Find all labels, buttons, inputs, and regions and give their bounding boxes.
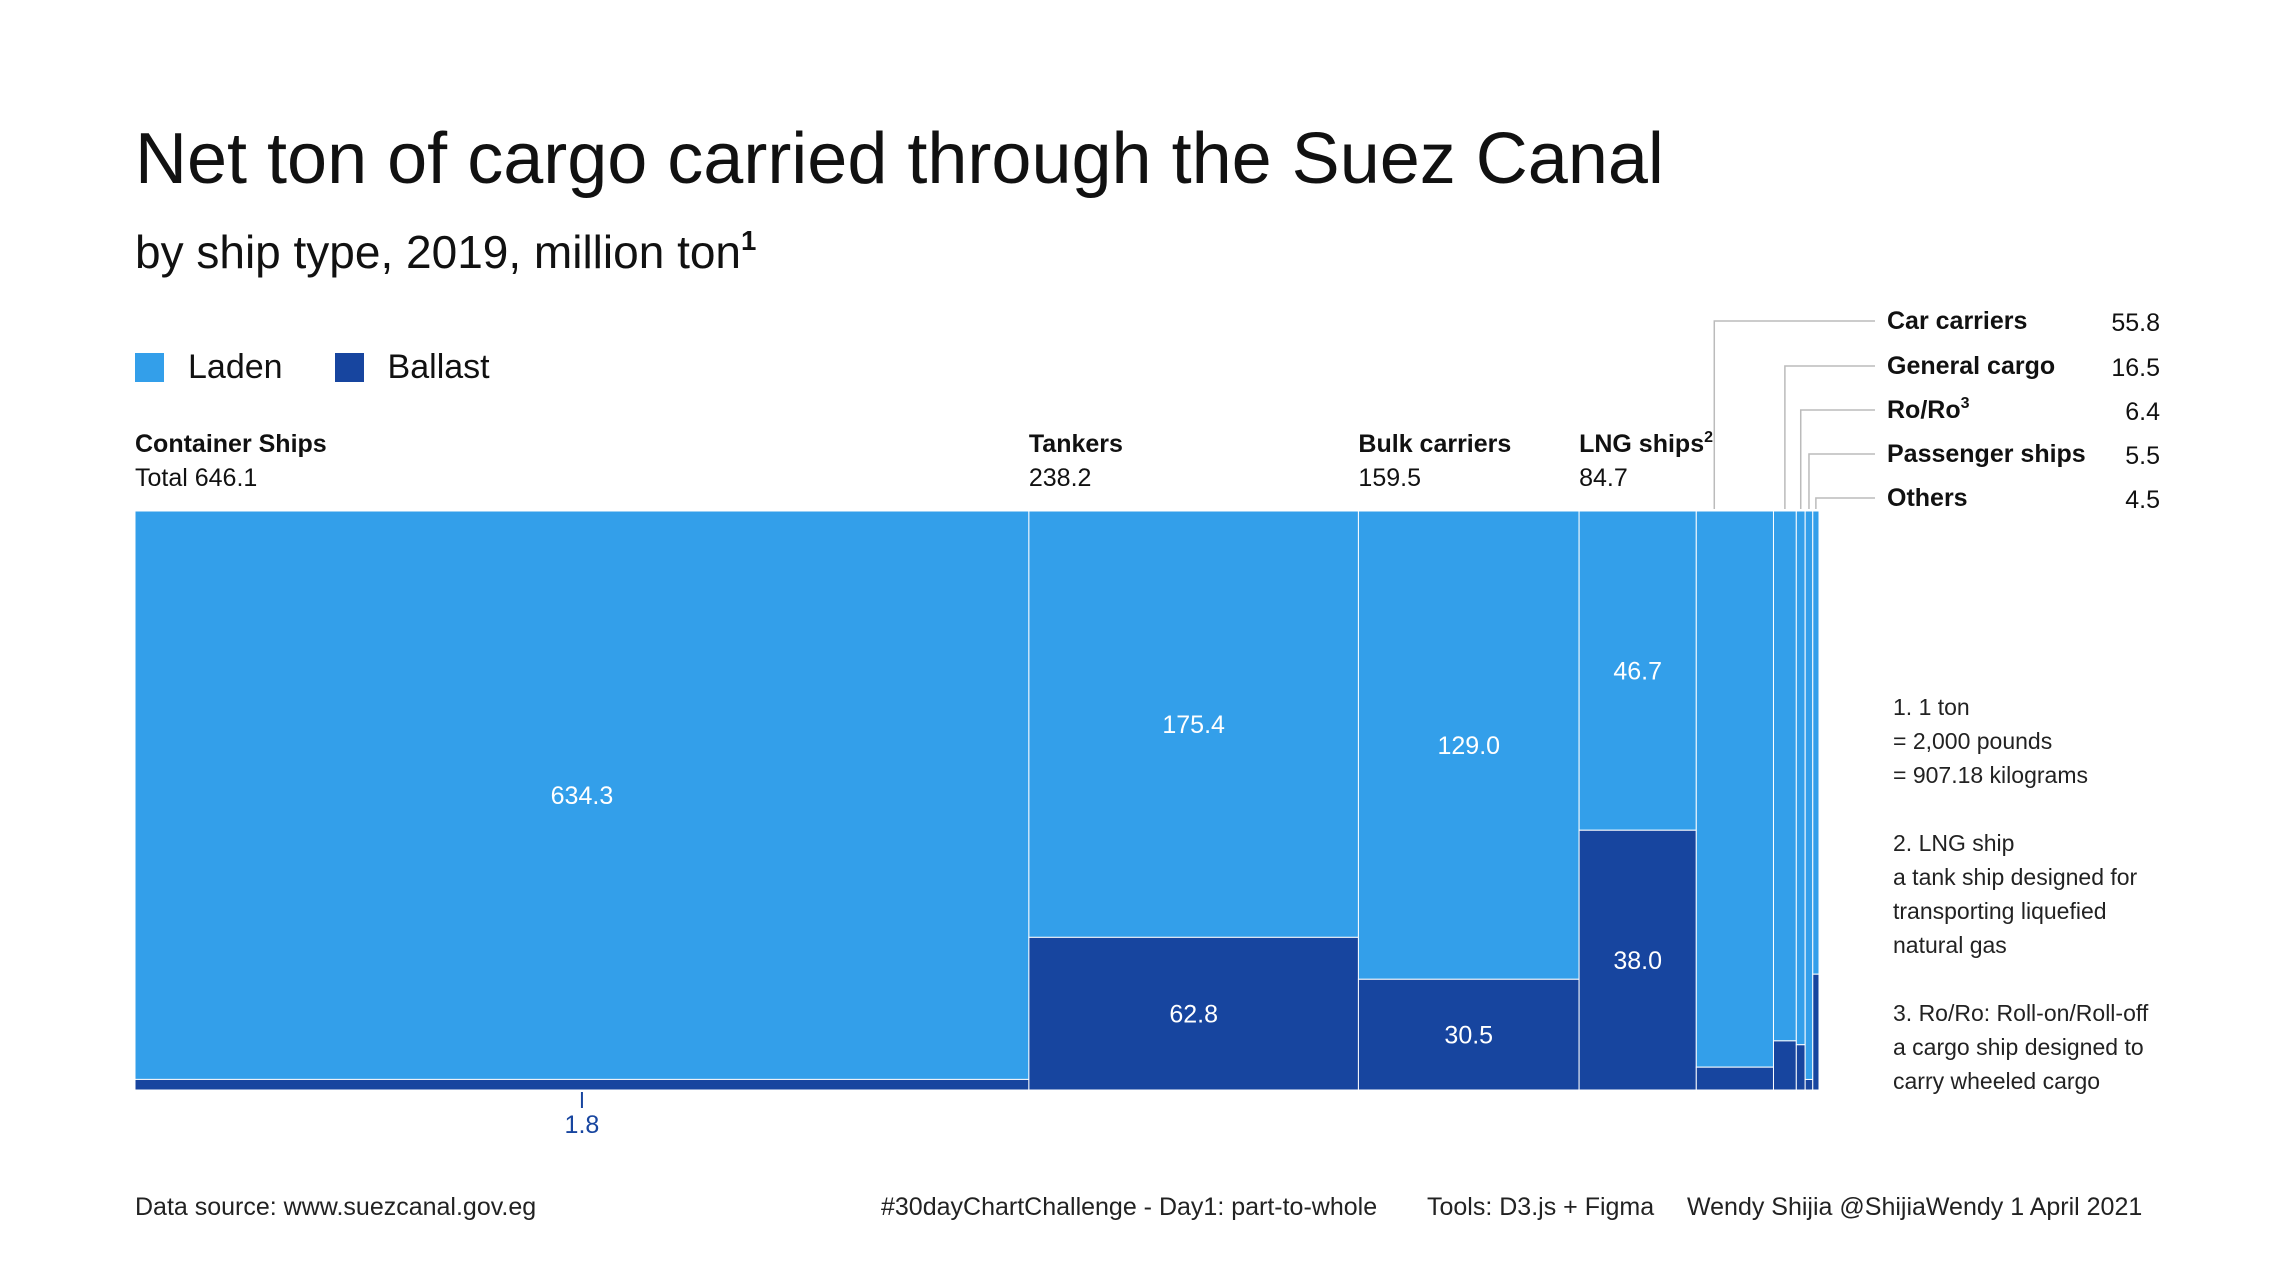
bar-laden-car-carriers — [1695, 510, 1774, 1068]
legend-swatch-laden — [135, 353, 164, 382]
category-name-container-ships: Container Ships — [135, 430, 327, 458]
footnote-1-line-1: = 2,000 pounds — [1893, 728, 2053, 754]
chart-subtitle: by ship type, 2019, million ton1 — [135, 225, 756, 279]
value-label-ballast-tankers: 62.8 — [1169, 1001, 1218, 1029]
footnote-2-line-3: natural gas — [1893, 932, 2007, 958]
bar-ballast-tankers — [1028, 936, 1359, 1091]
category-total-car-carriers: 55.8 — [2111, 309, 2160, 337]
leader-line-general-cargo — [1784, 365, 1875, 509]
footnote-2-heading: 2. LNG ship — [1893, 830, 2015, 856]
footnote-1-heading: 1. 1 ton — [1893, 694, 1970, 720]
footnote-1-line-2: = 907.18 kilograms — [1893, 762, 2088, 788]
legend-swatch-ballast — [334, 353, 364, 382]
category-total-ro-ro: 6.4 — [2125, 398, 2160, 426]
subtitle-text: by ship type, 2019, million ton — [135, 226, 742, 278]
category-total-lng-ships: 84.7 — [1579, 464, 1628, 492]
leader-line-car-carriers — [1713, 320, 1875, 509]
category-name-lng-ships: LNG ships2 — [1579, 429, 1713, 458]
value-label-ballast-bulk-carriers: 30.5 — [1444, 1022, 1493, 1050]
value-label-laden-lng-ships: 46.7 — [1613, 658, 1662, 686]
category-name-passenger-ships: Passenger ships — [1887, 440, 2086, 468]
bar-ballast-lng-ships — [1578, 829, 1697, 1091]
category-total-passenger-ships: 5.5 — [2125, 442, 2160, 470]
leader-line-ro-ro — [1799, 409, 1875, 509]
footnote-2-line-2: transporting liquefied — [1893, 898, 2107, 924]
legend-label-laden: Laden — [188, 348, 283, 386]
footer-source: Data source: www.suezcanal.gov.eg — [135, 1193, 537, 1221]
category-name-bulk-carriers: Bulk carriers — [1358, 430, 1511, 458]
bar-ballast-others — [1812, 973, 1820, 1091]
category-name-car-carriers: Car carriers — [1887, 307, 2027, 335]
bar-laden-others — [1812, 510, 1820, 975]
footnote-3-line-1: a cargo ship designed to — [1893, 1034, 2144, 1060]
chart-title: Net ton of cargo carried through the Sue… — [135, 119, 1664, 199]
category-total-tankers: 238.2 — [1029, 464, 1092, 492]
category-total-bulk-carriers: 159.5 — [1358, 464, 1421, 492]
category-total-general-cargo: 16.5 — [2111, 354, 2160, 382]
category-name-general-cargo: General cargo — [1887, 352, 2055, 380]
bar-ballast-container-ships — [134, 1078, 1030, 1091]
bar-laden-container-ships — [134, 510, 1030, 1080]
category-total-others: 4.5 — [2125, 486, 2160, 514]
bar-laden-general-cargo — [1772, 510, 1797, 1042]
value-label-laden-container-ships: 634.3 — [551, 782, 614, 810]
footer-challenge: #30dayChartChallenge - Day1: part-to-who… — [881, 1193, 1378, 1221]
footer-tools: Tools: D3.js + Figma — [1427, 1193, 1655, 1221]
bar-ballast-car-carriers — [1695, 1066, 1774, 1091]
legend-item-laden: Laden — [135, 348, 283, 387]
value-label-ballast-lng-ships: 38.0 — [1613, 947, 1662, 975]
bar-ballast-passenger-ships — [1804, 1078, 1814, 1091]
leader-line-passenger-ships — [1808, 453, 1875, 509]
category-name-ro-ro: Ro/Ro3 — [1887, 395, 1970, 424]
legend-item-ballast: Ballast — [334, 348, 490, 387]
leader-line-others — [1815, 497, 1875, 509]
footnote-2-line-1: a tank ship designed for — [1893, 864, 2138, 890]
footer-author: Wendy Shijia @ShijiaWendy 1 April 2021 — [1687, 1193, 2143, 1221]
bar-laden-passenger-ships — [1804, 510, 1814, 1080]
category-name-others: Others — [1887, 484, 1968, 512]
footnote-3-line-2: carry wheeled cargo — [1893, 1068, 2101, 1094]
footnote-3-heading: 3. Ro/Ro: Roll-on/Roll-off — [1893, 1000, 2149, 1026]
value-label-laden-tankers: 175.4 — [1162, 711, 1225, 739]
value-label-laden-bulk-carriers: 129.0 — [1437, 732, 1500, 760]
bar-ballast-ro-ro — [1795, 1044, 1806, 1091]
value-label-ballast-container-ships: 1.8 — [565, 1111, 600, 1139]
legend: Laden Ballast — [135, 348, 542, 387]
category-total-container-ships: Total 646.1 — [135, 464, 257, 492]
bar-ballast-bulk-carriers — [1357, 978, 1580, 1091]
bar-laden-ro-ro — [1795, 510, 1806, 1046]
bar-laden-tankers — [1028, 510, 1359, 938]
bar-laden-bulk-carriers — [1357, 510, 1580, 980]
bar-ballast-general-cargo — [1772, 1040, 1797, 1091]
category-name-tankers: Tankers — [1029, 430, 1123, 458]
legend-label-ballast: Ballast — [387, 348, 490, 386]
subtitle-footnote-marker: 1 — [741, 224, 757, 256]
